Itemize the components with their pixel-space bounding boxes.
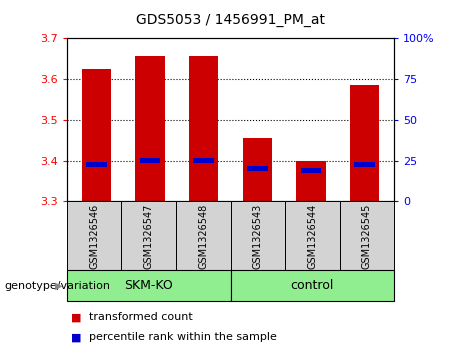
Text: ■: ■ [71, 332, 82, 342]
Text: genotype/variation: genotype/variation [5, 281, 111, 291]
Text: GDS5053 / 1456991_PM_at: GDS5053 / 1456991_PM_at [136, 13, 325, 27]
Text: ■: ■ [71, 312, 82, 322]
Text: GSM1326546: GSM1326546 [89, 203, 99, 269]
Bar [350, 85, 379, 201]
Bar [242, 138, 272, 201]
Bar [82, 69, 111, 201]
Text: transformed count: transformed count [89, 312, 193, 322]
Bar [189, 57, 219, 201]
Bar [194, 158, 214, 163]
Text: SKM-KO: SKM-KO [124, 280, 173, 292]
Text: GSM1326547: GSM1326547 [144, 203, 154, 269]
Bar [86, 162, 106, 167]
Text: GSM1326545: GSM1326545 [362, 203, 372, 269]
Bar [355, 162, 375, 167]
Text: GSM1326548: GSM1326548 [198, 203, 208, 269]
Text: control: control [290, 280, 334, 292]
Bar [140, 158, 160, 163]
Bar [247, 166, 267, 171]
Bar [301, 168, 321, 173]
Text: GSM1326543: GSM1326543 [253, 203, 263, 269]
Text: ▶: ▶ [55, 281, 62, 291]
Text: percentile rank within the sample: percentile rank within the sample [89, 332, 277, 342]
Bar [296, 160, 326, 201]
Bar [135, 57, 165, 201]
Text: GSM1326544: GSM1326544 [307, 203, 317, 269]
